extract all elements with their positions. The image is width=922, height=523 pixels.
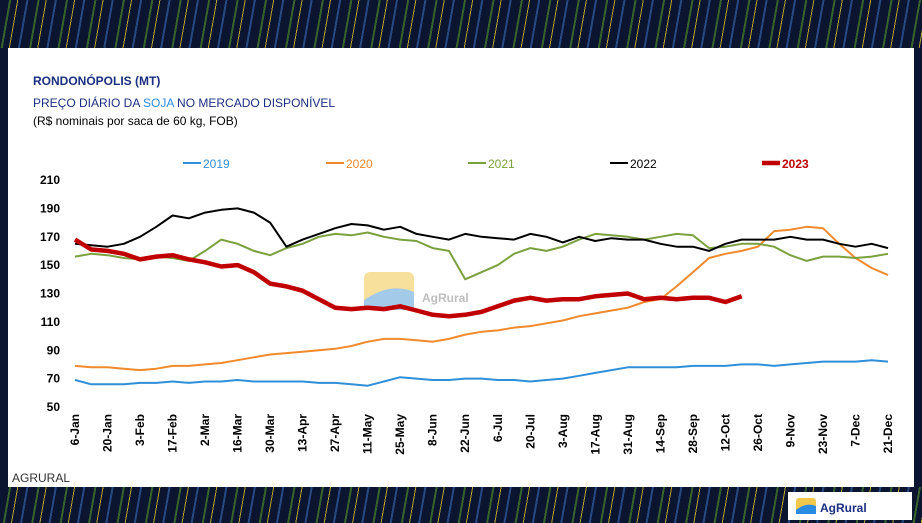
- y-tick-label: 210: [40, 173, 60, 187]
- x-tick-label: 22-Jun: [458, 414, 472, 453]
- y-tick-label: 150: [40, 258, 60, 272]
- x-tick-label: 12-Oct: [718, 414, 732, 451]
- x-tick-label: 11-May: [361, 414, 375, 454]
- legend-label: 2020: [346, 157, 373, 171]
- x-tick-label: 23-Nov: [816, 414, 830, 454]
- logo-text: AgRural: [820, 501, 867, 515]
- x-tick-label: 17-Feb: [166, 414, 180, 453]
- chart: RONDONÓPOLIS (MT) PREÇO DIÁRIO DA SOJA N…: [0, 0, 922, 523]
- legend-label: 2019: [203, 157, 230, 171]
- x-tick-label: 31-Aug: [621, 414, 635, 455]
- x-tick-label: 28-Sep: [686, 414, 700, 453]
- subtitle-part: NO MERCADO DISPONÍVEL: [174, 95, 336, 110]
- x-tick-label: 30-Mar: [263, 414, 277, 453]
- slide: RONDONÓPOLIS (MT) PREÇO DIÁRIO DA SOJA N…: [0, 0, 922, 523]
- x-tick-label: 6-Jan: [68, 414, 82, 445]
- series-line: [75, 227, 888, 370]
- watermark-text: AgRural: [422, 291, 469, 305]
- x-tick-label: 20-Jul: [523, 414, 537, 449]
- chart-title: RONDONÓPOLIS (MT): [33, 73, 160, 88]
- x-tick-label: 3-Aug: [556, 414, 570, 448]
- subtitle-highlight: SOJA: [143, 96, 174, 110]
- x-tick-label: 9-Nov: [783, 414, 797, 448]
- x-tick-label: 7-Dec: [848, 414, 862, 447]
- y-tick-label: 110: [41, 315, 61, 329]
- x-tick-label: 21-Dec: [881, 414, 895, 454]
- subtitle: PREÇO DIÁRIO DA SOJA NO MERCADO DISPONÍV…: [33, 95, 335, 110]
- y-tick-label: 70: [47, 372, 61, 386]
- legend-label: 2021: [488, 157, 515, 171]
- x-tick-label: 8-Jun: [426, 414, 440, 446]
- note: (R$ nominais por saca de 60 kg, FOB): [33, 114, 238, 128]
- legend-label: 2023: [782, 157, 809, 171]
- y-tick-label: 130: [40, 287, 60, 301]
- y-tick-label: 90: [47, 343, 61, 357]
- y-tick-label: 50: [47, 400, 61, 414]
- x-tick-label: 16-Mar: [231, 414, 245, 453]
- x-tick-label: 6-Jul: [491, 414, 505, 442]
- x-tick-label: 27-Apr: [328, 414, 342, 452]
- x-tick-label: 14-Sep: [653, 414, 667, 453]
- watermark: AgRural: [364, 272, 469, 310]
- x-tick-label: 25-May: [393, 414, 407, 455]
- x-tick-label: 17-Aug: [588, 414, 602, 455]
- source: AGRURAL: [12, 471, 70, 485]
- x-tick-label: 2-Mar: [198, 414, 212, 446]
- x-tick-label: 26-Oct: [751, 414, 765, 451]
- subtitle-part: PREÇO DIÁRIO DA: [33, 95, 143, 110]
- series-line: [75, 360, 888, 386]
- x-tick-label: 13-Apr: [296, 414, 310, 452]
- y-tick-label: 190: [40, 201, 60, 215]
- legend-label: 2022: [630, 157, 657, 171]
- x-tick-label: 3-Feb: [133, 414, 147, 446]
- y-tick-label: 170: [40, 230, 60, 244]
- x-tick-label: 20-Jan: [101, 414, 115, 452]
